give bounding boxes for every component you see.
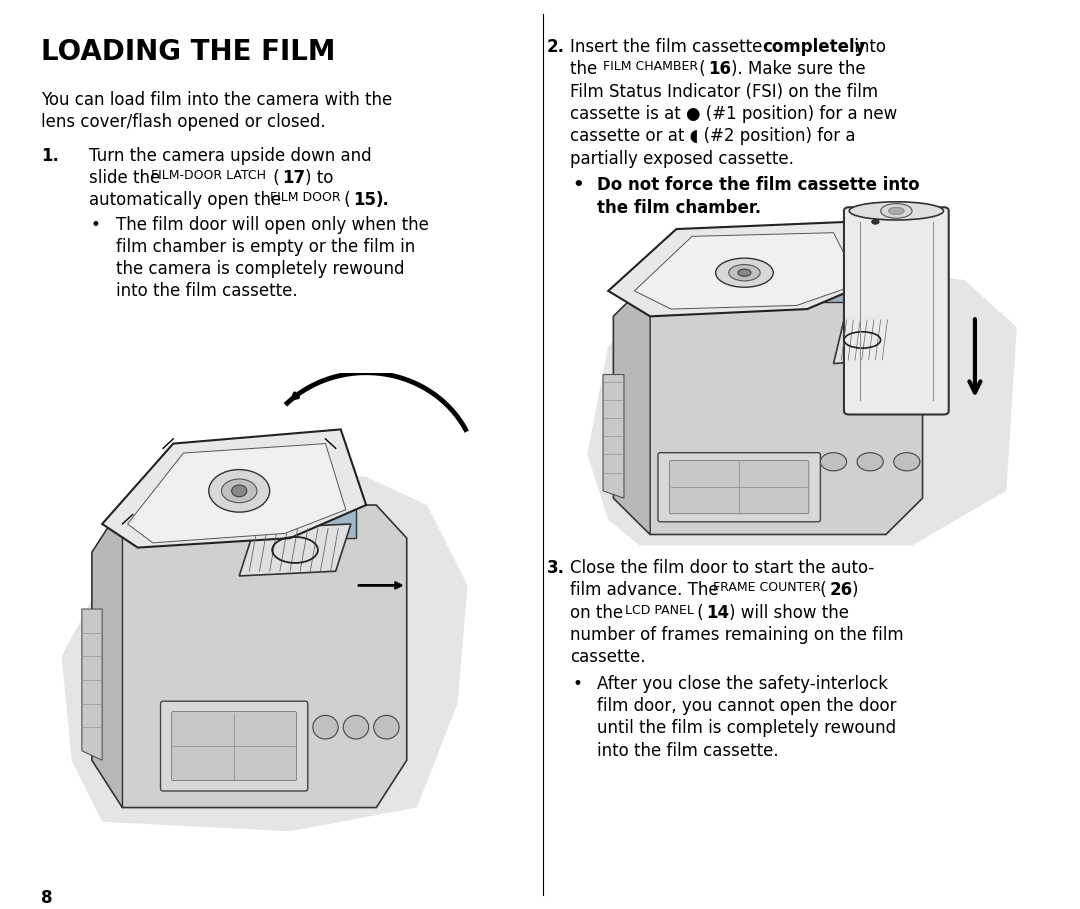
Text: LOADING THE FILM: LOADING THE FILM — [41, 38, 336, 66]
Text: ). Make sure the: ). Make sure the — [731, 60, 866, 78]
Text: 2.: 2. — [546, 38, 565, 56]
Text: completely: completely — [762, 38, 866, 56]
Text: ) will show the: ) will show the — [729, 604, 849, 622]
Text: the film chamber.: the film chamber. — [597, 198, 761, 216]
Text: ) to: ) to — [305, 169, 333, 187]
Text: Do not force the film cassette into: Do not force the film cassette into — [597, 176, 920, 195]
Text: film door, you cannot open the door: film door, you cannot open the door — [597, 697, 896, 715]
Text: FILM CHAMBER: FILM CHAMBER — [603, 60, 698, 74]
Text: automatically open the: automatically open the — [89, 191, 286, 209]
Text: 16: 16 — [708, 60, 731, 78]
Text: •: • — [91, 215, 100, 234]
Text: The film door will open only when the: The film door will open only when the — [116, 215, 429, 234]
Text: number of frames remaining on the film: number of frames remaining on the film — [570, 626, 904, 644]
Text: Film Status Indicator (FSI) on the film: Film Status Indicator (FSI) on the film — [570, 83, 878, 101]
Text: into the film cassette.: into the film cassette. — [597, 742, 779, 760]
Text: 14: 14 — [706, 604, 729, 622]
Text: 26: 26 — [829, 582, 852, 599]
Text: (: ( — [815, 582, 827, 599]
Text: film advance. The: film advance. The — [570, 582, 724, 599]
Text: FILM-DOOR LATCH: FILM-DOOR LATCH — [151, 169, 266, 182]
Text: the: the — [570, 60, 603, 78]
Text: lens cover/flash opened or closed.: lens cover/flash opened or closed. — [41, 113, 326, 131]
Text: film chamber is empty or the film in: film chamber is empty or the film in — [116, 238, 415, 256]
Text: You can load film into the camera with the: You can load film into the camera with t… — [41, 91, 392, 109]
Text: partially exposed cassette.: partially exposed cassette. — [570, 149, 794, 167]
Text: (: ( — [268, 169, 280, 187]
Text: until the film is completely rewound: until the film is completely rewound — [597, 719, 896, 737]
Text: on the: on the — [570, 604, 629, 622]
Text: Turn the camera upside down and: Turn the camera upside down and — [89, 146, 372, 165]
Text: 17: 17 — [282, 169, 305, 187]
Text: 8: 8 — [41, 889, 53, 907]
Text: 15: 15 — [353, 191, 376, 209]
Text: (: ( — [694, 60, 706, 78]
Text: LCD PANEL: LCD PANEL — [625, 604, 694, 616]
Text: FRAME COUNTER: FRAME COUNTER — [713, 582, 821, 594]
Text: ): ) — [852, 582, 859, 599]
Text: the camera is completely rewound: the camera is completely rewound — [116, 260, 404, 278]
Text: After you close the safety-interlock: After you close the safety-interlock — [597, 674, 888, 693]
Text: Insert the film cassette: Insert the film cassette — [570, 38, 768, 56]
Text: Close the film door to start the auto-: Close the film door to start the auto- — [570, 559, 875, 577]
Text: cassette or at ◖ (#2 position) for a: cassette or at ◖ (#2 position) for a — [570, 127, 855, 145]
Text: •: • — [572, 176, 584, 195]
Text: •: • — [572, 674, 582, 693]
Text: ).: ). — [376, 191, 390, 209]
Text: into: into — [849, 38, 886, 56]
Text: 3.: 3. — [546, 559, 565, 577]
Text: cassette.: cassette. — [570, 648, 646, 666]
Text: (: ( — [692, 604, 704, 622]
Text: slide the: slide the — [89, 169, 165, 187]
Text: FILM DOOR: FILM DOOR — [270, 191, 340, 205]
Text: 1.: 1. — [41, 146, 59, 165]
Text: cassette is at ● (#1 position) for a new: cassette is at ● (#1 position) for a new — [570, 105, 897, 123]
Text: (: ( — [339, 191, 351, 209]
Text: into the film cassette.: into the film cassette. — [116, 283, 297, 301]
